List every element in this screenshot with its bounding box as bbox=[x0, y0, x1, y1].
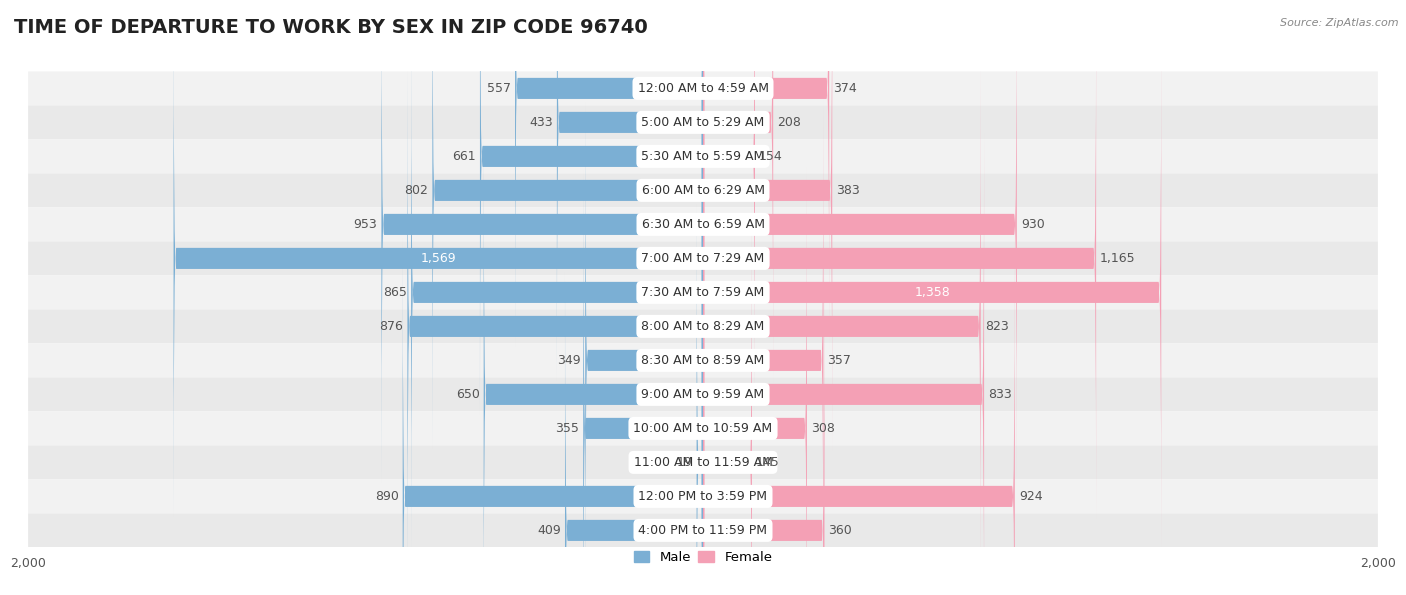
FancyBboxPatch shape bbox=[703, 269, 824, 595]
Text: 360: 360 bbox=[828, 524, 852, 537]
Text: 208: 208 bbox=[778, 116, 801, 129]
Text: 8:30 AM to 8:59 AM: 8:30 AM to 8:59 AM bbox=[641, 354, 765, 367]
FancyBboxPatch shape bbox=[703, 99, 824, 595]
Text: 6:30 AM to 6:59 AM: 6:30 AM to 6:59 AM bbox=[641, 218, 765, 231]
Text: 5:00 AM to 5:29 AM: 5:00 AM to 5:29 AM bbox=[641, 116, 765, 129]
FancyBboxPatch shape bbox=[28, 513, 1378, 547]
Text: Source: ZipAtlas.com: Source: ZipAtlas.com bbox=[1281, 18, 1399, 28]
FancyBboxPatch shape bbox=[28, 309, 1378, 343]
Text: 661: 661 bbox=[453, 150, 475, 163]
Text: 7:00 AM to 7:29 AM: 7:00 AM to 7:29 AM bbox=[641, 252, 765, 265]
Text: 865: 865 bbox=[384, 286, 408, 299]
Text: 833: 833 bbox=[988, 388, 1012, 401]
FancyBboxPatch shape bbox=[703, 0, 755, 418]
FancyBboxPatch shape bbox=[408, 65, 703, 588]
FancyBboxPatch shape bbox=[565, 269, 703, 595]
FancyBboxPatch shape bbox=[703, 0, 1097, 520]
Text: 374: 374 bbox=[834, 82, 858, 95]
FancyBboxPatch shape bbox=[703, 0, 773, 384]
FancyBboxPatch shape bbox=[28, 71, 1378, 105]
FancyBboxPatch shape bbox=[402, 235, 703, 595]
FancyBboxPatch shape bbox=[381, 0, 703, 486]
Text: 7:30 AM to 7:59 AM: 7:30 AM to 7:59 AM bbox=[641, 286, 765, 299]
FancyBboxPatch shape bbox=[28, 275, 1378, 309]
Text: 890: 890 bbox=[375, 490, 399, 503]
Text: 802: 802 bbox=[405, 184, 429, 197]
FancyBboxPatch shape bbox=[703, 167, 807, 595]
FancyBboxPatch shape bbox=[484, 133, 703, 595]
FancyBboxPatch shape bbox=[28, 105, 1378, 139]
Text: 924: 924 bbox=[1019, 490, 1042, 503]
Text: 4:00 PM to 11:59 PM: 4:00 PM to 11:59 PM bbox=[638, 524, 768, 537]
FancyBboxPatch shape bbox=[583, 167, 703, 595]
Text: 355: 355 bbox=[555, 422, 579, 435]
Text: 357: 357 bbox=[828, 354, 852, 367]
Text: 823: 823 bbox=[984, 320, 1008, 333]
Text: 349: 349 bbox=[558, 354, 581, 367]
Text: 145: 145 bbox=[756, 456, 780, 469]
FancyBboxPatch shape bbox=[703, 0, 830, 350]
Text: 1,358: 1,358 bbox=[914, 286, 950, 299]
Text: 19: 19 bbox=[676, 456, 693, 469]
FancyBboxPatch shape bbox=[28, 343, 1378, 377]
FancyBboxPatch shape bbox=[703, 0, 832, 452]
Text: TIME OF DEPARTURE TO WORK BY SEX IN ZIP CODE 96740: TIME OF DEPARTURE TO WORK BY SEX IN ZIP … bbox=[14, 18, 648, 37]
FancyBboxPatch shape bbox=[515, 0, 703, 350]
FancyBboxPatch shape bbox=[703, 235, 1015, 595]
FancyBboxPatch shape bbox=[703, 31, 1161, 554]
Text: 409: 409 bbox=[537, 524, 561, 537]
FancyBboxPatch shape bbox=[173, 0, 703, 520]
Text: 876: 876 bbox=[380, 320, 404, 333]
Text: 383: 383 bbox=[837, 184, 860, 197]
FancyBboxPatch shape bbox=[433, 0, 703, 452]
FancyBboxPatch shape bbox=[28, 480, 1378, 513]
Text: 1,569: 1,569 bbox=[420, 252, 456, 265]
Text: 5:30 AM to 5:59 AM: 5:30 AM to 5:59 AM bbox=[641, 150, 765, 163]
Text: 10:00 AM to 10:59 AM: 10:00 AM to 10:59 AM bbox=[634, 422, 772, 435]
Text: 1,165: 1,165 bbox=[1099, 252, 1136, 265]
Legend: Male, Female: Male, Female bbox=[628, 546, 778, 569]
FancyBboxPatch shape bbox=[28, 411, 1378, 446]
FancyBboxPatch shape bbox=[703, 0, 1017, 486]
Text: 308: 308 bbox=[811, 422, 835, 435]
FancyBboxPatch shape bbox=[557, 0, 703, 384]
Text: 9:00 AM to 9:59 AM: 9:00 AM to 9:59 AM bbox=[641, 388, 765, 401]
FancyBboxPatch shape bbox=[28, 377, 1378, 411]
FancyBboxPatch shape bbox=[28, 139, 1378, 173]
FancyBboxPatch shape bbox=[28, 208, 1378, 242]
FancyBboxPatch shape bbox=[28, 446, 1378, 480]
Text: 433: 433 bbox=[529, 116, 553, 129]
Text: 11:00 AM to 11:59 AM: 11:00 AM to 11:59 AM bbox=[634, 456, 772, 469]
Text: 557: 557 bbox=[486, 82, 510, 95]
Text: 953: 953 bbox=[354, 218, 377, 231]
Text: 8:00 AM to 8:29 AM: 8:00 AM to 8:29 AM bbox=[641, 320, 765, 333]
Text: 6:00 AM to 6:29 AM: 6:00 AM to 6:29 AM bbox=[641, 184, 765, 197]
FancyBboxPatch shape bbox=[703, 133, 984, 595]
Text: 154: 154 bbox=[759, 150, 783, 163]
Text: 12:00 AM to 4:59 AM: 12:00 AM to 4:59 AM bbox=[637, 82, 769, 95]
FancyBboxPatch shape bbox=[696, 201, 703, 595]
FancyBboxPatch shape bbox=[585, 99, 703, 595]
FancyBboxPatch shape bbox=[411, 31, 703, 554]
Text: 650: 650 bbox=[456, 388, 479, 401]
FancyBboxPatch shape bbox=[703, 65, 981, 588]
FancyBboxPatch shape bbox=[479, 0, 703, 418]
Text: 12:00 PM to 3:59 PM: 12:00 PM to 3:59 PM bbox=[638, 490, 768, 503]
Text: 930: 930 bbox=[1021, 218, 1045, 231]
FancyBboxPatch shape bbox=[28, 173, 1378, 208]
FancyBboxPatch shape bbox=[28, 242, 1378, 275]
FancyBboxPatch shape bbox=[703, 201, 752, 595]
